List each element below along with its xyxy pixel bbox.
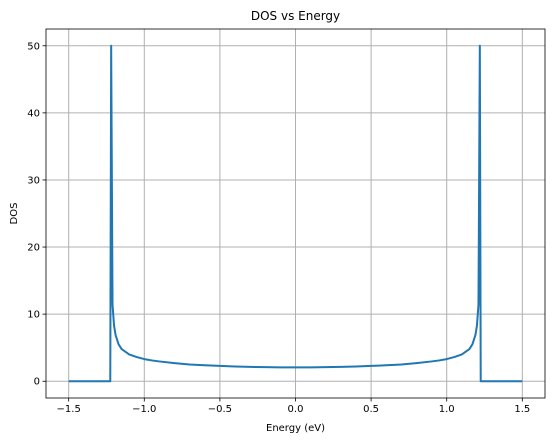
x-axis-label: Energy (eV): [266, 423, 325, 434]
x-tick-label: 0.0: [288, 404, 304, 415]
y-axis-label: DOS: [9, 203, 20, 225]
y-tick-label: 10: [27, 310, 40, 321]
x-tick-label: 1.0: [439, 404, 455, 415]
dos-series-line: [68, 44, 523, 383]
x-tick-label: −1.5: [57, 404, 81, 415]
x-axis-ticks: −1.5 −1.0 −0.5 0.0 0.5 1.0 1.5: [57, 398, 530, 415]
series-layer: [68, 44, 523, 383]
y-axis-ticks: 0 10 20 30 40 50: [27, 41, 46, 388]
y-tick-label: 50: [27, 41, 40, 52]
y-tick-label: 40: [27, 108, 40, 119]
x-tick-label: −1.0: [132, 404, 156, 415]
grid: [46, 29, 545, 398]
x-tick-label: −0.5: [208, 404, 232, 415]
chart-title: DOS vs Energy: [251, 9, 340, 23]
y-tick-label: 30: [27, 175, 40, 186]
x-tick-label: 0.5: [363, 404, 379, 415]
x-tick-label: 1.5: [514, 404, 530, 415]
y-tick-label: 20: [27, 243, 40, 254]
y-tick-label: 0: [34, 377, 40, 388]
